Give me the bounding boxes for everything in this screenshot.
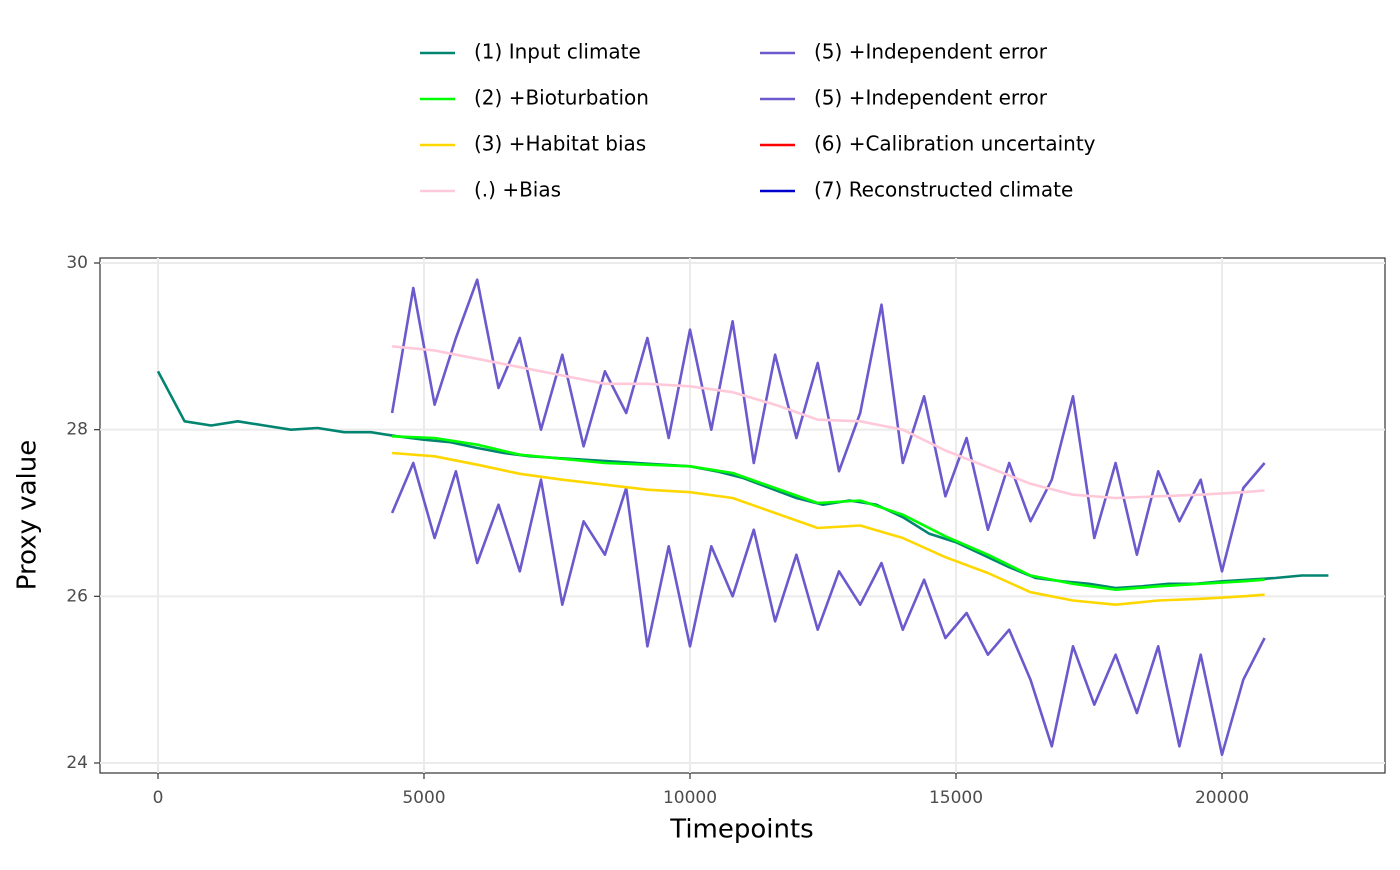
y-axis-label: Proxy value — [13, 440, 43, 591]
series-line — [391, 345, 1265, 500]
x-tick-label: 15000 — [929, 788, 983, 808]
x-tick-label: 10000 — [663, 788, 717, 808]
x-tick-label: 5000 — [402, 788, 445, 808]
y-tick-label: 24 — [66, 753, 88, 773]
legend-label: (7) Reconstructed climate — [814, 178, 1073, 202]
x-axis-label: Timepoints — [669, 815, 813, 845]
y-tick-label: 30 — [66, 253, 88, 273]
series-line — [392, 435, 1265, 591]
series-line — [390, 278, 1266, 573]
legend-label: (1) Input climate — [474, 40, 641, 64]
lines — [156, 278, 1329, 756]
legend-label: (5) +Independent error — [814, 86, 1048, 110]
series-line — [391, 451, 1265, 606]
x-tick-label: 0 — [153, 788, 164, 808]
plot-frame — [99, 257, 1386, 774]
legend-label: (.) +Bias — [474, 178, 561, 202]
legend-label: (5) +Independent error — [814, 40, 1048, 64]
legend: (1) Input climate (2) +Bioturbation (3) +H… — [420, 40, 1096, 202]
axes: 0 5000 10000 15000 20000 24 26 28 30 — [66, 253, 1249, 808]
legend-label: (3) +Habitat bias — [474, 132, 646, 156]
y-tick-label: 28 — [66, 420, 88, 440]
y-tick-label: 26 — [66, 586, 88, 606]
legend-label: (2) +Bioturbation — [474, 86, 649, 110]
series-line — [390, 461, 1266, 756]
legend-label: (6) +Calibration uncertainty — [814, 132, 1096, 156]
x-tick-label: 20000 — [1195, 788, 1249, 808]
